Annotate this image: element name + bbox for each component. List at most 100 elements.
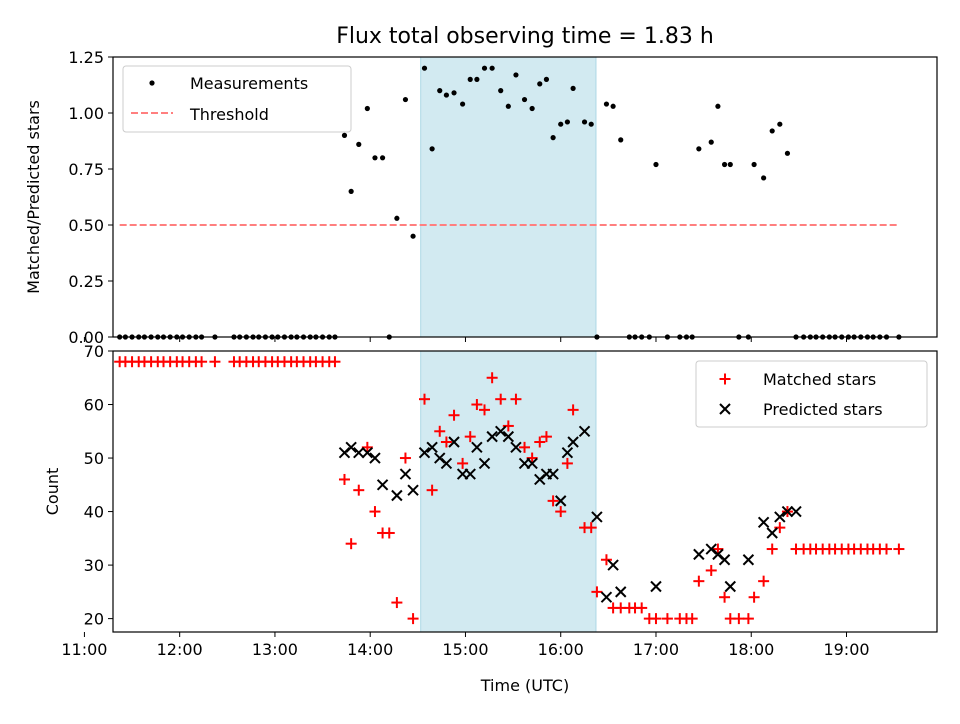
matched-point [426,484,438,496]
matched-point [345,538,357,550]
matched-point [419,393,431,405]
matched-point [440,436,452,448]
x-tick-label: 13:00 [252,640,298,659]
predicted-point [591,511,603,523]
y-axis-label: Matched/Predicted stars [24,100,43,294]
predicted-point [407,484,419,496]
predicted-point [510,441,522,454]
measurement-point [550,135,556,141]
legend-frame [695,360,928,428]
measurement-point [437,88,443,94]
x-tick-label: 16:00 [538,640,584,659]
predicted-point [578,425,591,437]
matched-point [758,575,770,587]
predicted-point-b [781,505,794,518]
predicted-point [555,495,567,507]
x-tick-label: 11:00 [61,640,107,659]
measurement-point [521,96,528,103]
legend: Matched stars Predicted stars [695,360,928,428]
predicted-point-b [578,425,591,437]
matched-point [540,431,552,443]
measurement-point [570,85,576,91]
x-tick-label: 19:00 [823,640,869,659]
matched-point [471,399,483,411]
matched-point [661,613,673,625]
matched-point [585,522,597,534]
predicted-point [361,446,374,459]
predicted-point-b [345,441,357,454]
measurement-point [364,105,370,112]
y-tick-label: 50 [84,449,104,468]
y-tick-label: 0.50 [68,216,104,235]
matched-point [383,527,395,539]
predicted-point-b [448,436,460,448]
matched-point [766,543,778,555]
measurement-point [727,161,733,168]
predicted-point-b [471,441,483,454]
predicted-point-b [742,554,755,566]
matched-point [361,441,373,453]
matched-point [196,356,208,368]
matched-point [567,404,579,416]
predicted-point-b [478,457,491,470]
x-tick-label: 17:00 [633,640,679,659]
predicted-point-b [693,548,705,561]
measurement-point [451,90,457,96]
predicted-point-b [407,484,419,496]
matched-point [486,372,498,384]
matched-point [547,495,559,507]
predicted-point-b [555,495,567,507]
legend-frame [122,65,352,133]
predicted-point [448,436,460,448]
matched-point [329,356,341,368]
matched-point [519,441,531,453]
matched-point [742,613,754,625]
predicted-point-b [369,452,381,464]
chart-title: Flux total observing time = 1.83 h [336,24,714,49]
y-axis-label: Count [43,468,62,516]
legend: Measurements Threshold [122,65,352,133]
matched-point [391,597,403,609]
predicted-point-b [774,511,786,523]
predicted-point [724,580,736,593]
predicted-point-b [547,468,559,480]
predicted-point [471,441,483,454]
measurement-point [429,146,435,152]
measurement-point [529,105,535,112]
measurement-point [443,92,450,98]
measurement-point [610,103,616,109]
predicted-point-b [600,591,613,603]
x-tick-label: 14:00 [347,640,393,659]
matched-point [555,506,567,518]
y-tick-label: 0.25 [68,272,104,291]
predicted-point-b [486,430,498,443]
predicted-point-b [502,430,515,443]
predicted-point [693,548,705,561]
matched-point [434,425,446,437]
matched-point [495,393,507,405]
measurement-point [489,65,495,71]
legend-label-threshold: Threshold [189,105,269,124]
predicted-point [353,446,365,459]
legend-label-matched: Matched stars [763,370,876,389]
predicted-point [774,511,786,523]
predicted-point [418,446,431,459]
measurement-point [379,155,386,161]
predicted-point [391,489,403,502]
matched-point [881,543,893,555]
matched-point [686,613,698,625]
measurement-point [537,81,543,87]
predicted-point-b [361,446,374,459]
measurement-point [513,72,519,78]
x-axis-label: Time (UTC) [480,676,569,695]
matched-point [479,404,491,416]
legend-marker-matched [719,373,731,385]
measurement-point [421,65,428,71]
predicted-point [567,436,579,448]
measurement-point [467,76,473,82]
predicted-point [464,468,476,480]
predicted-point-b [607,559,619,571]
measurement-point [769,128,775,134]
predicted-point-b [705,543,717,555]
